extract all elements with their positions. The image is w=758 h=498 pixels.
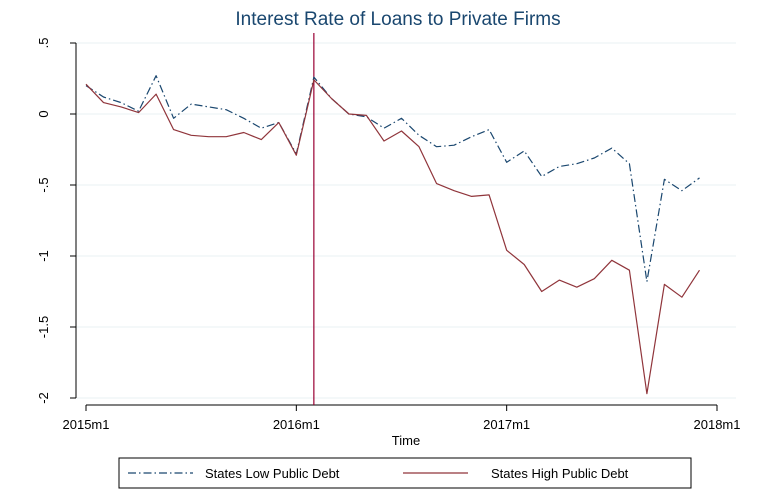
y-tick-label: -.5 [36,177,51,192]
x-tick-label: 2018m1 [694,417,741,432]
y-tick-label: 0 [36,110,51,117]
y-tick-label: -1.5 [36,316,51,338]
series-line-low-debt [85,75,700,283]
y-tick-label: -2 [36,392,51,404]
series-line-high-debt [85,79,701,395]
legend-label-high-debt: States High Public Debt [491,466,629,481]
y-tick-label: .5 [36,38,51,49]
x-tick-label: 2017m1 [483,417,530,432]
axes: .5 0 -.5 -1 -1.5 -2 2015m1 2016m1 2017m1 2018m1 [36,38,740,432]
y-tick-label: -1 [36,250,51,262]
x-tick-label: 2015m1 [63,417,110,432]
legend: States Low Public Debt States High Publi… [118,457,692,489]
series-lines [85,75,701,395]
legend-label-low-debt: States Low Public Debt [205,466,340,481]
x-tick-label: 2016m1 [273,417,320,432]
x-axis-label: Time [392,433,420,448]
chart-title: Interest Rate of Loans to Private Firms [235,9,560,30]
grid-lines [76,42,736,399]
